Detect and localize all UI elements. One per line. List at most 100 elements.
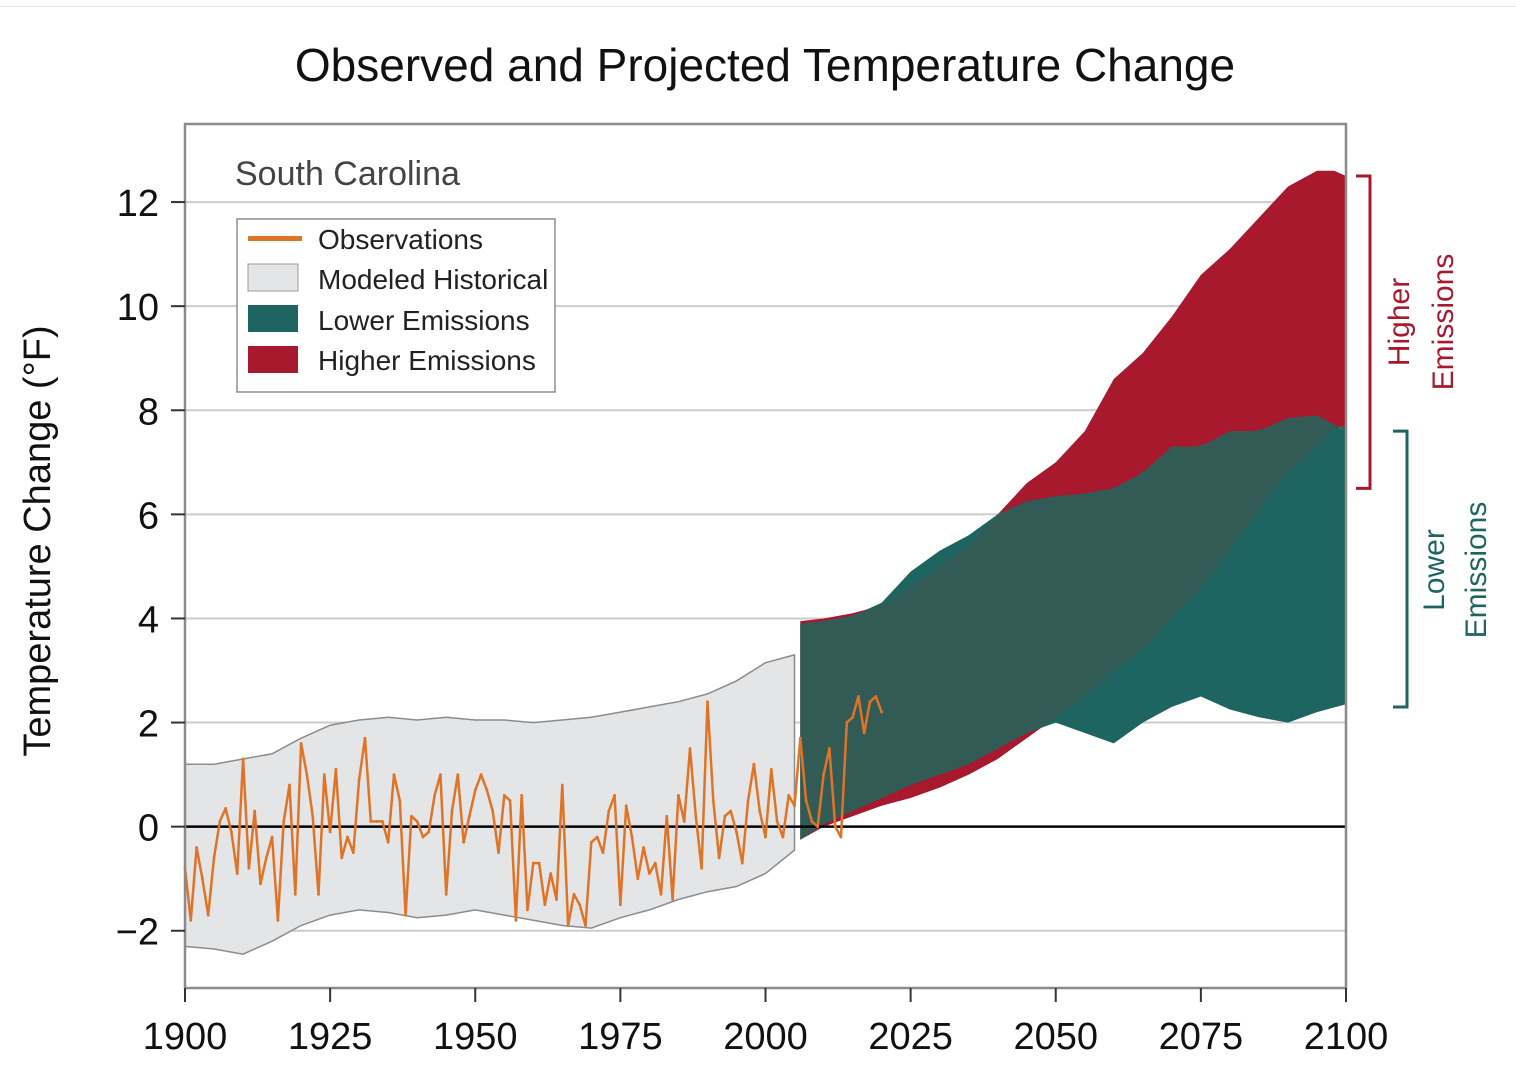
observation-point [201, 877, 204, 881]
observation-point [195, 846, 199, 849]
observation-point [398, 799, 402, 803]
x-tick-label: 1950 [433, 1016, 518, 1058]
observation-point [491, 809, 495, 813]
observation-point [752, 762, 756, 766]
observation-point [560, 783, 564, 787]
legend-swatch-modeled-historical [247, 263, 299, 292]
observation-point [740, 861, 744, 865]
observation-point [601, 851, 605, 855]
top-divider [0, 6, 1516, 7]
observation-point [735, 830, 738, 834]
y-tick-label: 12 [117, 183, 159, 225]
legend-label-modeled-historical: Modeled Historical [318, 264, 548, 295]
observation-point [293, 892, 297, 896]
observation-point [595, 835, 599, 839]
observation-point [427, 830, 431, 834]
observation-point [380, 820, 384, 823]
observation-point [555, 898, 558, 901]
observation-point [276, 918, 280, 922]
observation-point [677, 794, 680, 797]
observation-point [659, 892, 663, 896]
observation-point [346, 835, 349, 839]
x-tick-label: 2075 [1159, 1016, 1244, 1058]
x-tick-label: 1900 [143, 1016, 228, 1058]
observation-point [688, 747, 692, 750]
observation-layer [183, 695, 1346, 927]
observation-point [798, 736, 802, 740]
y-tick-label: 0 [138, 808, 159, 850]
observation-point [230, 830, 233, 834]
legend-swatch-higher-emissions [248, 346, 298, 373]
y-tick-label: 4 [138, 599, 159, 641]
observation-point [769, 767, 773, 771]
observation-point [526, 908, 529, 912]
observation-point [833, 825, 837, 829]
observation-point [247, 866, 251, 870]
observation-point [485, 788, 489, 792]
observation-point [386, 840, 390, 844]
observation-point [189, 918, 193, 922]
observation-point [781, 835, 785, 839]
y-tick-label: 6 [138, 495, 159, 537]
observation-point [363, 736, 367, 740]
higher-emissions-bracket-label-line2: Emissions [1427, 254, 1460, 391]
lower-emissions-bracket-label-line1: Lower [1418, 529, 1451, 611]
y-tick-label: 10 [117, 287, 159, 329]
observation-point [729, 809, 733, 813]
observation-point [700, 866, 704, 870]
observation-point [549, 872, 553, 875]
observation-point [212, 856, 216, 860]
observation-point [531, 861, 535, 865]
x-tick-label: 1925 [288, 1016, 373, 1058]
observation-point [839, 835, 843, 839]
observation-point [694, 814, 698, 818]
observation-point [810, 820, 814, 823]
observation-point [851, 715, 854, 719]
x-tick-label: 2000 [723, 1016, 808, 1058]
observation-point [520, 794, 524, 797]
observation-point [299, 741, 303, 745]
observation-point [589, 840, 593, 844]
observation-point [787, 794, 791, 797]
observation-point [450, 809, 454, 813]
observation-point [282, 820, 286, 823]
observation-point [421, 835, 425, 839]
observation-point [224, 807, 228, 810]
observation-point [351, 851, 355, 855]
observation-point [642, 846, 645, 849]
observation-point [497, 851, 500, 855]
higher-emissions-bracket-label-line1: Higher [1383, 278, 1416, 366]
observation-point [415, 820, 419, 823]
observation-point [456, 773, 460, 777]
x-tick-label: 1975 [578, 1016, 663, 1058]
observation-point [508, 799, 512, 803]
observation-point [235, 872, 239, 875]
observation-point [584, 924, 587, 927]
observation-point [439, 773, 442, 777]
observation-point [259, 882, 262, 886]
legend-label-lower-emissions: Lower Emissions [318, 305, 530, 336]
x-tick-label: 2100 [1304, 1016, 1389, 1058]
observation-point [444, 892, 448, 896]
observation-point [706, 700, 709, 704]
y-tick-label: 8 [138, 391, 159, 433]
observation-point [671, 898, 675, 901]
observation-point [868, 700, 872, 704]
observation-point [764, 835, 767, 839]
observation-point [206, 913, 210, 917]
legend-label-higher-emissions: Higher Emissions [318, 345, 536, 376]
higher-emissions-bracket [1356, 174, 1372, 490]
lower-emissions-bracket-label-line2: Emissions [1460, 502, 1493, 639]
observation-point [328, 830, 332, 834]
emissions-overlap-band [800, 416, 1346, 840]
observation-point [369, 820, 373, 823]
observation-point [874, 695, 878, 698]
observation-point [392, 773, 396, 777]
observation-point [409, 814, 413, 818]
observation-point [514, 918, 518, 922]
legend: Observations Modeled Historical Lower Em… [236, 218, 556, 393]
observation-point [793, 804, 796, 808]
observation-point [613, 794, 616, 797]
chart-title: Observed and Projected Temperature Chang… [294, 39, 1236, 91]
